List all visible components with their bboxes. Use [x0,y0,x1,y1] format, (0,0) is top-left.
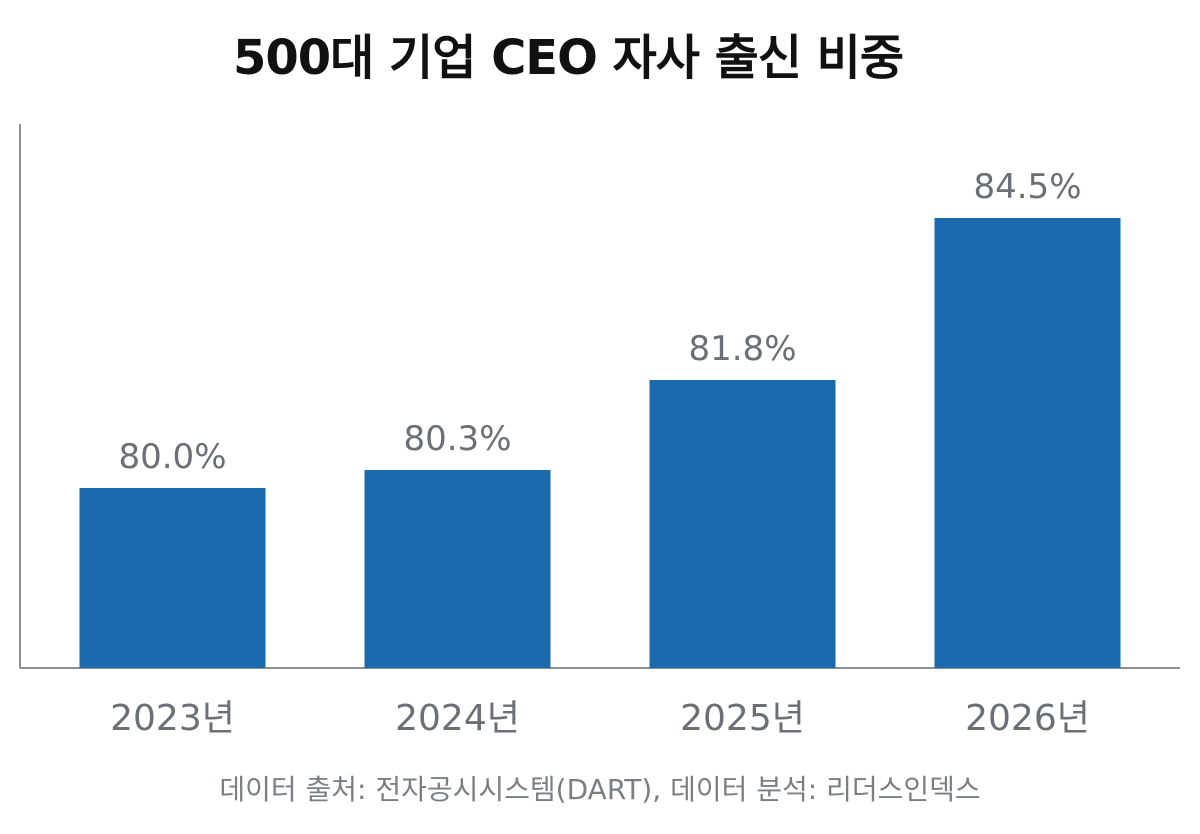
chart-source-note: 데이터 출처: 전자공시시스템(DART), 데이터 분석: 리더스인덱스 [219,773,981,806]
x-tick-label: 2024년 [395,698,520,739]
bar-3 [649,380,836,668]
bar-4 [934,218,1121,668]
x-tick-label: 2023년 [110,698,235,739]
bar-series [79,218,1121,668]
bar-2 [364,470,551,668]
x-tick-label: 2025년 [680,698,805,739]
chart-title: 500대 기업 CEO 자사 출신 비중 [232,30,904,86]
bar-value-label: 81.8% [688,329,796,369]
bar-value-label: 80.3% [403,419,511,459]
bar-value-label: 84.5% [973,167,1081,207]
bar-1 [79,488,266,668]
x-tick-labels: 2023년 2024년 2025년 2026년 [110,698,1090,739]
bar-value-label: 80.0% [118,437,226,477]
bar-value-labels: 80.0% 80.3% 81.8% 84.5% [118,167,1081,477]
x-tick-label: 2026년 [965,698,1090,739]
